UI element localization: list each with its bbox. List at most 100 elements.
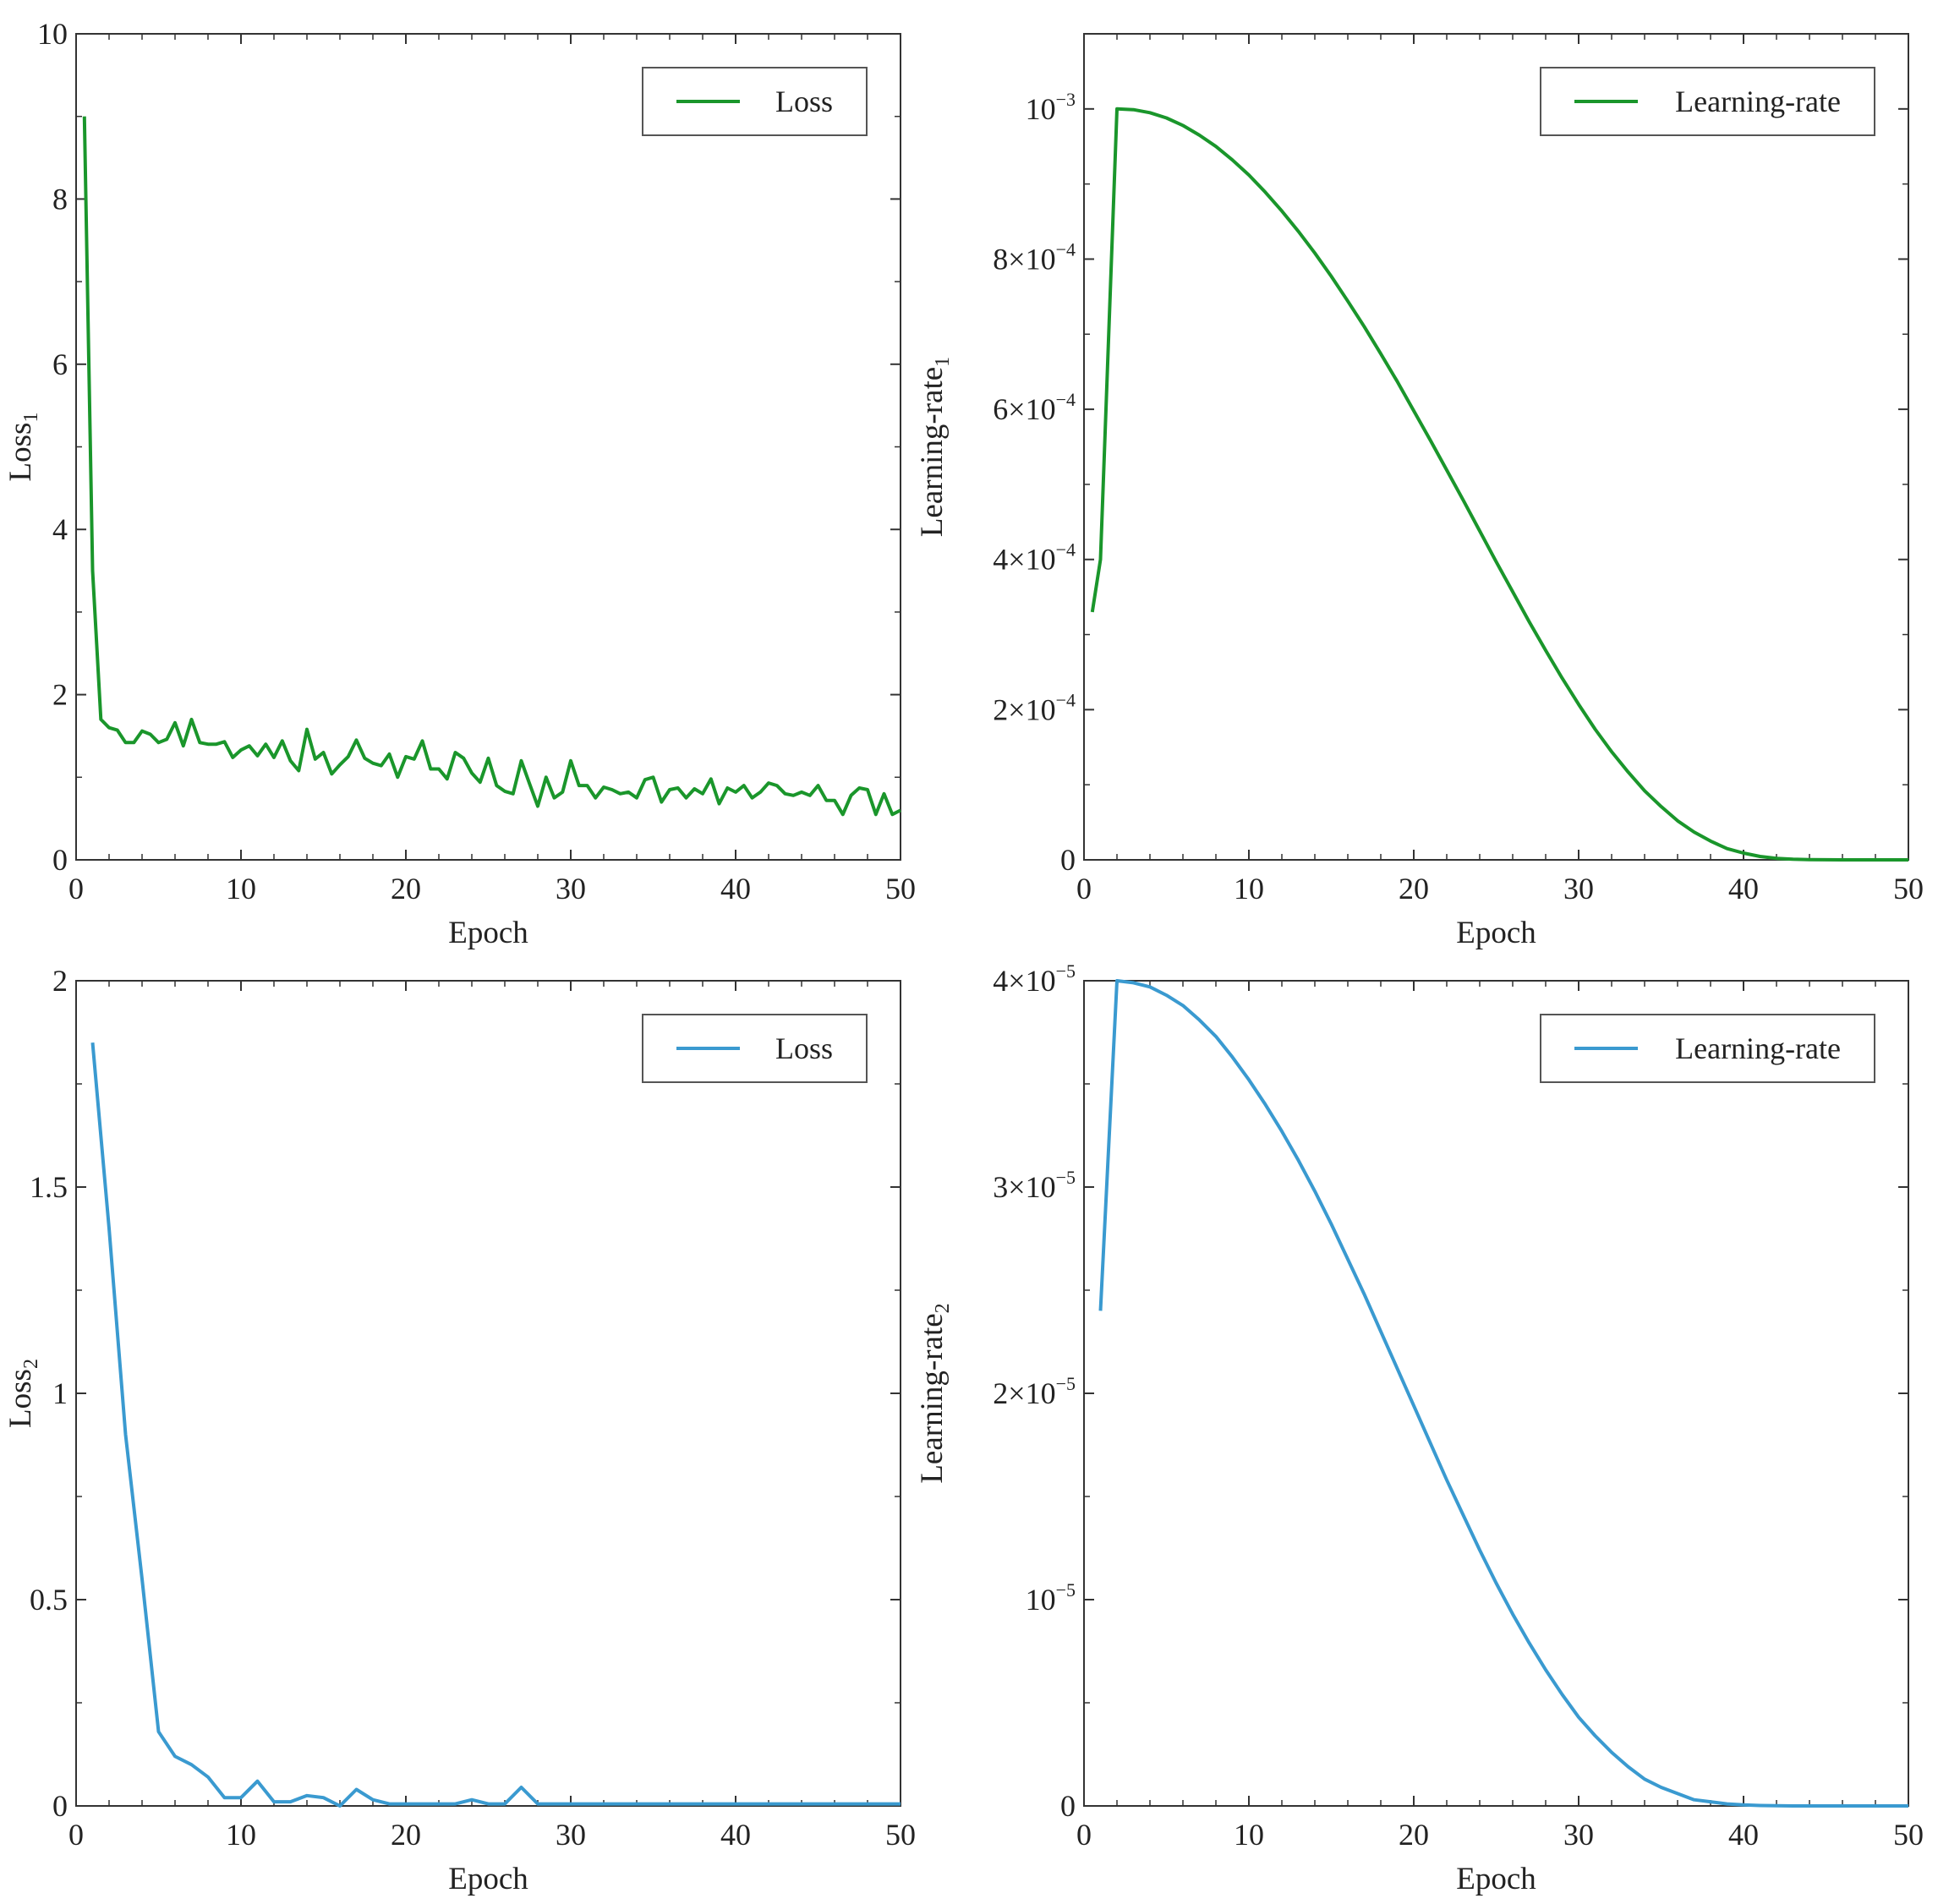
data-point <box>709 777 713 780</box>
data-point <box>1643 1777 1646 1781</box>
y-tick-label: 3×10−5 <box>993 1167 1076 1204</box>
legend: Loss <box>642 1014 868 1083</box>
x-tick-label: 0 <box>1076 872 1092 905</box>
data-point <box>289 759 293 763</box>
data-point <box>198 741 201 744</box>
data-point <box>594 796 597 800</box>
data-point <box>173 1754 177 1758</box>
data-point <box>1891 1804 1894 1808</box>
plot-frame <box>75 980 901 1807</box>
data-point <box>248 744 251 747</box>
x-tick-label: 0 <box>68 872 84 905</box>
data-point <box>1693 1798 1696 1802</box>
y-tick-label: 4×10−5 <box>993 960 1076 998</box>
data-point <box>1825 1804 1828 1808</box>
data-point <box>1462 499 1465 502</box>
data-point <box>1165 993 1169 997</box>
x-tick-label: 30 <box>1563 1818 1594 1852</box>
data-point <box>1907 1804 1910 1808</box>
data-point <box>1396 380 1399 383</box>
y-tick-label: 4 <box>52 512 68 546</box>
data-point <box>124 1433 128 1436</box>
data-point <box>586 1803 589 1806</box>
data-point <box>800 1803 803 1806</box>
data-point <box>479 780 482 784</box>
data-point <box>676 786 680 790</box>
y-tick-label: 2×10−4 <box>993 689 1076 726</box>
data-point <box>1495 1581 1498 1584</box>
data-point <box>1742 1803 1745 1807</box>
data-point <box>1907 858 1910 862</box>
data-point <box>239 748 243 752</box>
chart-lr2: 0 10 20 30 40 50 0 10−5 2×10−5 3×10−5 4×10−5 Epoch L… <box>915 960 1924 1896</box>
y-axis-title: Learning-rate2 <box>915 1303 954 1483</box>
data-point <box>404 1803 408 1806</box>
data-point <box>734 791 737 794</box>
data-point <box>553 1803 556 1806</box>
data-point <box>503 1803 506 1806</box>
data-point <box>124 741 128 744</box>
data-point <box>1429 439 1432 442</box>
data-point <box>223 740 227 743</box>
data-point <box>297 769 300 772</box>
data-point <box>355 738 359 741</box>
data-point <box>322 751 326 754</box>
y-tick-label: 10 <box>37 17 68 51</box>
x-axis-title: Epoch <box>1456 916 1536 950</box>
data-point <box>330 772 333 775</box>
plot-frame <box>1083 33 1909 861</box>
data-point <box>1709 840 1712 843</box>
data-point <box>1544 1668 1547 1671</box>
x-tick-label: 20 <box>1399 1818 1429 1852</box>
data-point <box>305 1794 309 1797</box>
legend-box <box>642 1014 868 1083</box>
data-point <box>1346 299 1349 303</box>
x-tick-label: 40 <box>1728 1818 1759 1852</box>
x-axis-title: Epoch <box>1456 1862 1536 1896</box>
data-point <box>1445 468 1448 472</box>
data-point <box>850 1803 853 1806</box>
data-point <box>140 1578 144 1581</box>
data-point <box>437 1803 441 1806</box>
data-point <box>1775 856 1778 860</box>
data-point <box>817 784 820 787</box>
data-point <box>272 1800 276 1803</box>
data-point <box>1528 620 1531 623</box>
y-tick-label: 10−3 <box>1026 89 1076 126</box>
data-point <box>791 794 795 797</box>
y-tick-label: 1 <box>52 1376 68 1410</box>
data-point <box>495 784 498 787</box>
x-tick-label: 30 <box>556 1818 586 1852</box>
data-point <box>767 1803 770 1806</box>
data-point <box>380 764 383 768</box>
data-point <box>1247 173 1251 177</box>
data-point <box>899 808 902 812</box>
data-point <box>371 1798 375 1802</box>
data-point <box>421 739 424 742</box>
data-point <box>116 729 119 732</box>
data-point <box>1841 858 1844 862</box>
data-point <box>701 792 704 796</box>
data-point <box>784 1803 787 1806</box>
data-point <box>454 1803 457 1806</box>
legend-label: Learning-rate <box>1675 85 1841 118</box>
x-tick-label: 40 <box>720 1818 751 1852</box>
data-point <box>404 755 408 758</box>
data-point <box>347 755 350 758</box>
x-tick-label: 40 <box>1728 872 1759 905</box>
data-point <box>1577 703 1580 706</box>
data-point <box>1792 857 1795 861</box>
x-tick-label: 10 <box>226 1818 256 1852</box>
data-point <box>264 742 267 746</box>
data-point <box>1132 108 1136 112</box>
data-point <box>83 115 86 118</box>
x-tick-label: 50 <box>885 1818 916 1852</box>
data-point <box>1825 858 1828 862</box>
data-point <box>1577 1715 1580 1719</box>
data-point <box>132 741 135 744</box>
data-point <box>338 1804 342 1808</box>
x-tick-label: 10 <box>226 872 256 905</box>
data-point <box>874 812 878 816</box>
data-point <box>289 1800 293 1803</box>
